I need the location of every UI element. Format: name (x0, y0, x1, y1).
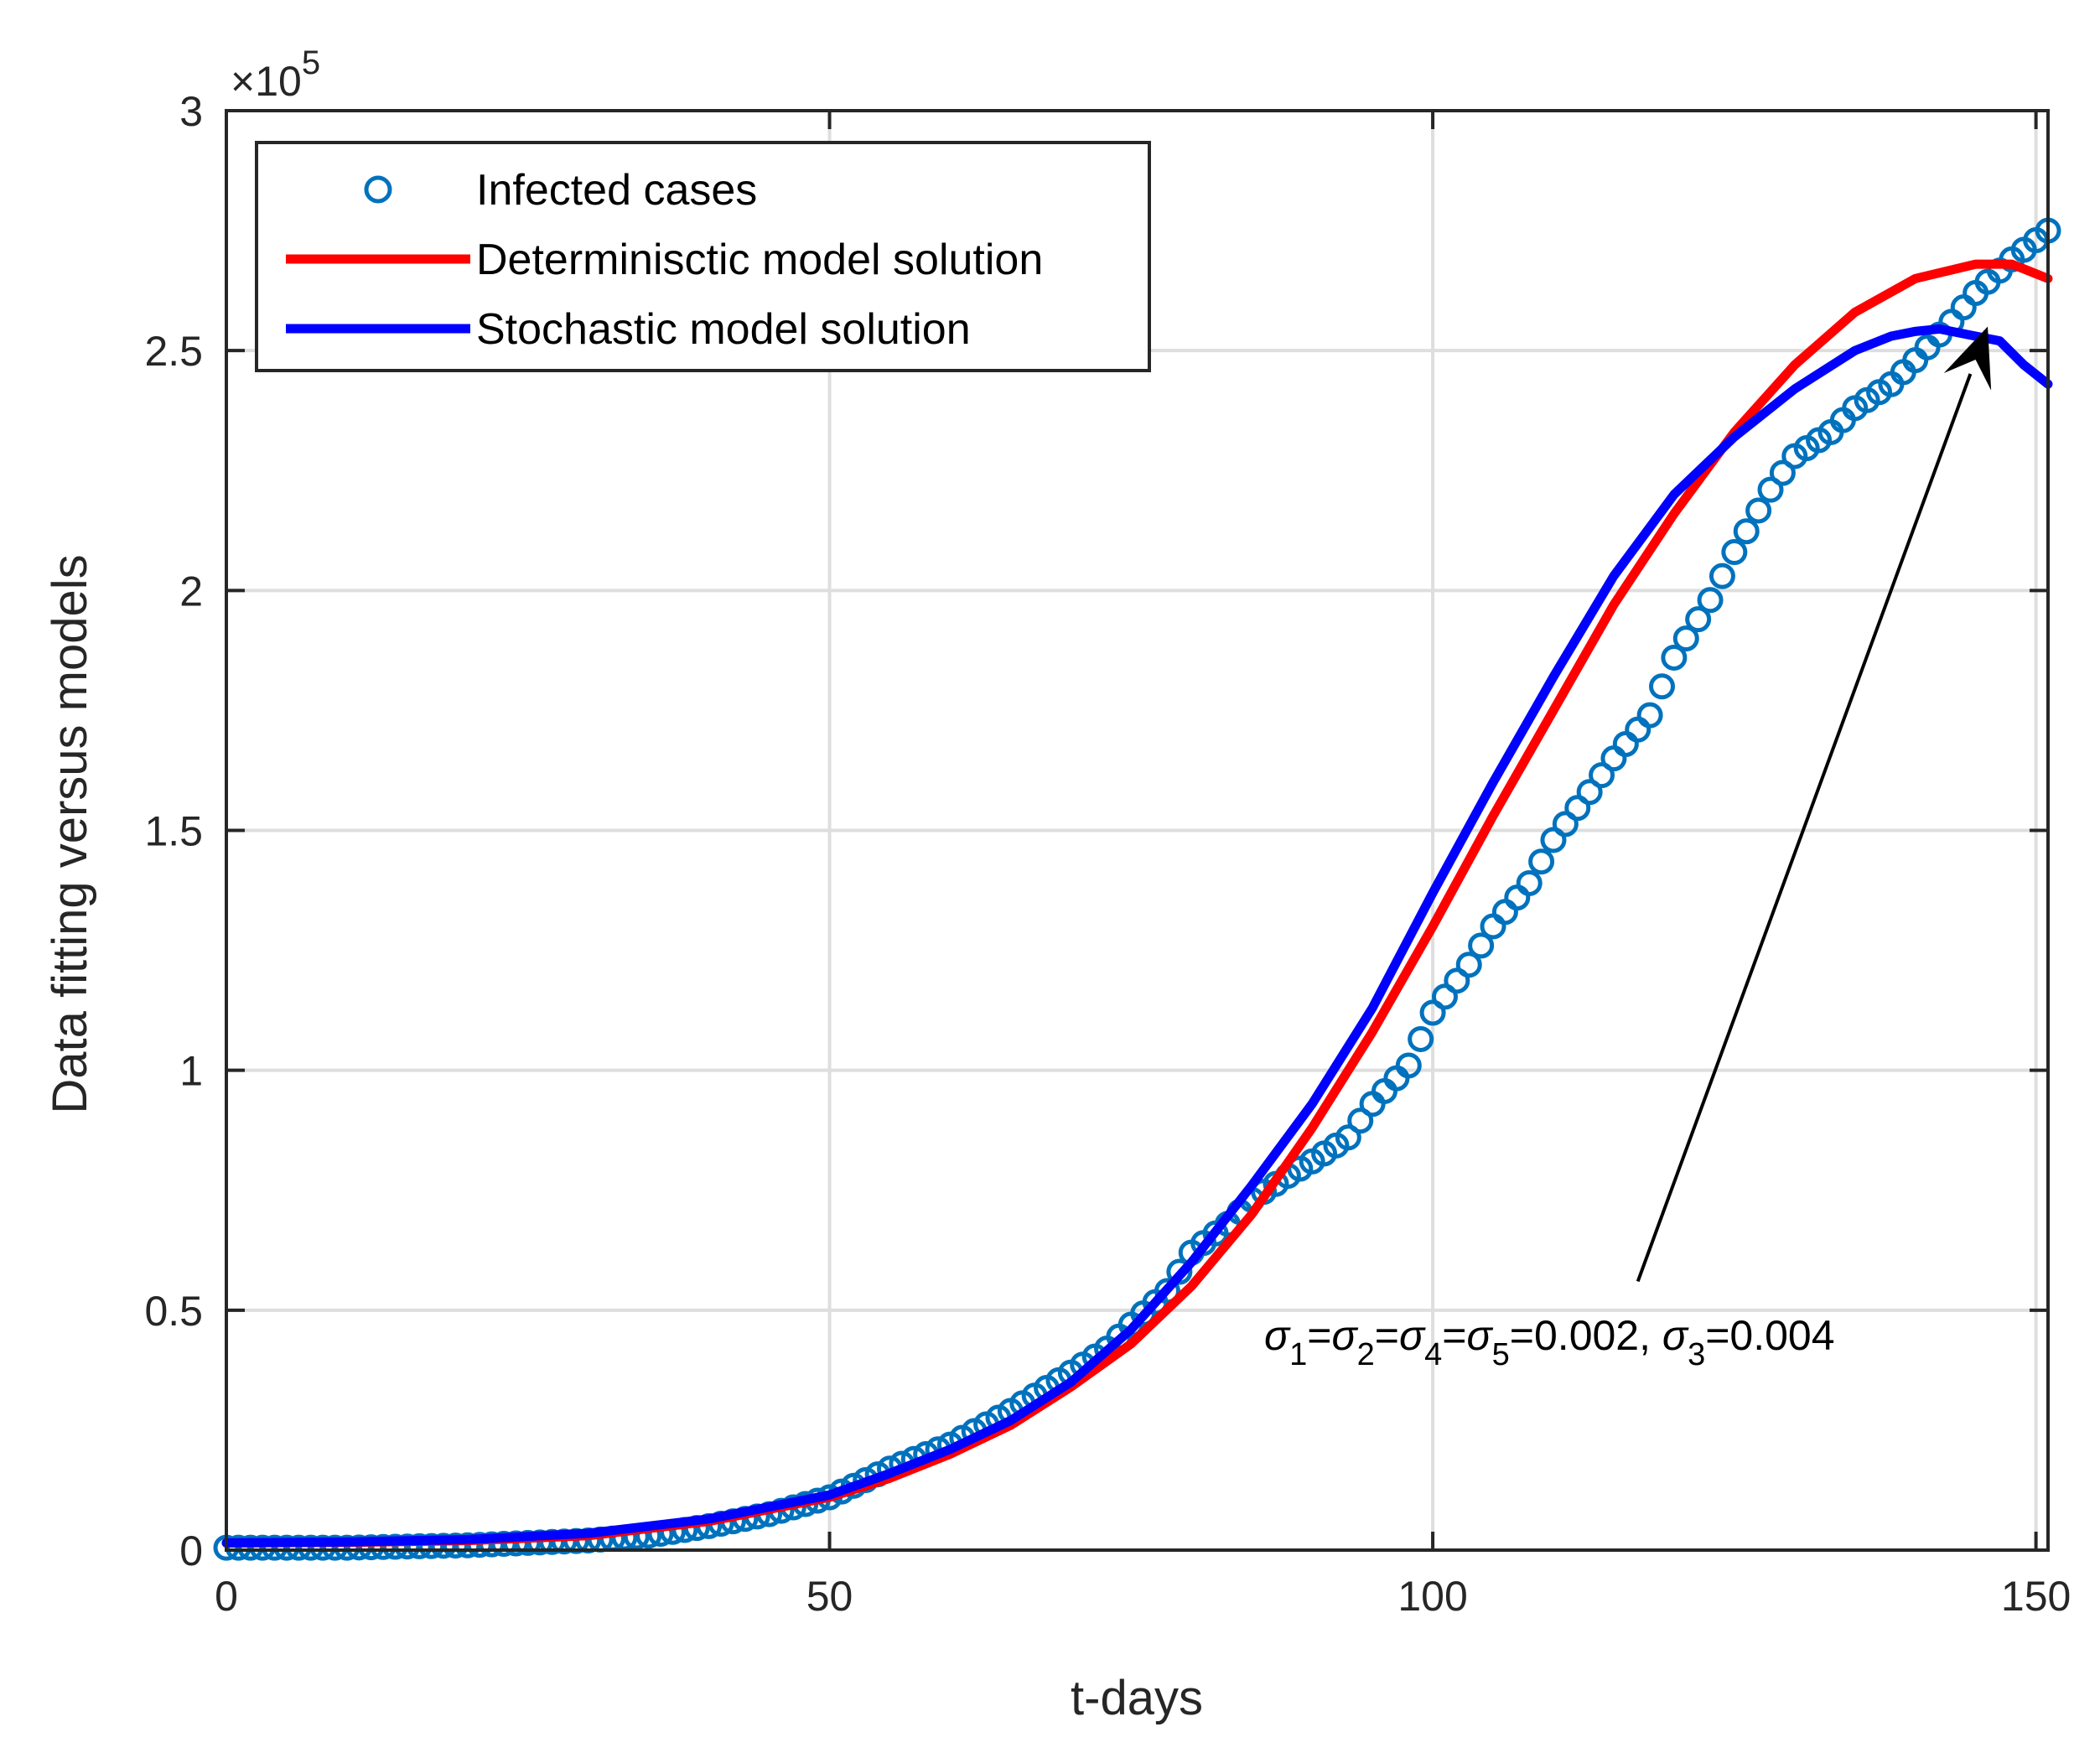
y-tick-label: 0 (179, 1527, 203, 1574)
annotation-value: = (1442, 1312, 1466, 1359)
y-axis-exponent: ×105 (231, 44, 320, 105)
data-point-marker (1444, 967, 1470, 994)
data-point-marker (273, 1534, 300, 1561)
data-point-marker (1697, 587, 1724, 614)
y-tick-label: 1 (179, 1048, 203, 1095)
data-point-marker (1347, 1107, 1374, 1134)
annotation-subscript: 1 (1289, 1337, 1307, 1372)
x-axis-title: t-days (1071, 1671, 1203, 1725)
data-point-marker (345, 1534, 372, 1561)
x-tick-label: 50 (806, 1573, 853, 1620)
data-point-marker (442, 1533, 469, 1559)
annotation-arrow-shaft (1636, 373, 1973, 1283)
data-point-marker (1408, 1025, 1434, 1052)
legend-label: Stochastic model solution (476, 305, 971, 354)
data-point-marker (1672, 625, 1699, 652)
y-tick-label: 2 (179, 568, 203, 615)
data-point-marker (1166, 1258, 1193, 1285)
data-point-marker (1709, 563, 1735, 589)
annotation-subscript: 5 (1492, 1337, 1510, 1372)
data-point-marker (1576, 779, 1603, 806)
data-point-marker (394, 1533, 421, 1560)
legend-item: Infected cases (364, 166, 757, 215)
annotation-value: = (1375, 1312, 1399, 1359)
x-tick-label: 0 (215, 1573, 238, 1620)
data-point-marker (298, 1534, 324, 1561)
legend-label: Infected cases (476, 166, 757, 215)
data-point-marker (1154, 1278, 1180, 1304)
data-point-marker (1468, 932, 1495, 959)
data-point-marker (1648, 673, 1675, 700)
y-tick-label: 0.5 (144, 1288, 203, 1335)
y-axis-title: Data fitting versus models (43, 554, 97, 1113)
data-point-marker (1528, 848, 1555, 875)
series-line (221, 324, 2053, 1548)
data-point-marker (381, 1533, 408, 1560)
data-point-marker (1589, 762, 1615, 789)
annotation-sigma: σ (1332, 1312, 1359, 1359)
data-point-marker (370, 1533, 397, 1560)
data-point-marker (1757, 476, 1784, 503)
annotation-subscript: 3 (1688, 1337, 1705, 1372)
data-point-marker (334, 1534, 360, 1561)
legend-marker-icon (364, 175, 392, 204)
data-point-marker (418, 1533, 445, 1559)
annotation-sigma: σ (1264, 1312, 1291, 1359)
annotation-value: =0.004 (1705, 1312, 1834, 1359)
data-point-marker (309, 1534, 336, 1561)
x-tick-label: 100 (1397, 1573, 1467, 1620)
data-point-marker (1636, 702, 1663, 729)
data-point-marker (1395, 1052, 1422, 1079)
legend: Infected cases Determinisctic model solut… (255, 141, 1151, 372)
annotation-text: σ1=σ2=σ4=σ5=0.002, σ3=0.004 (1264, 1312, 1835, 1372)
y-axis-exponent-power: 5 (302, 44, 320, 81)
y-tick-label: 1.5 (144, 808, 203, 855)
annotation-layer: σ1=σ2=σ4=σ5=0.002, σ3=0.004 (1264, 326, 1992, 1372)
data-point-marker (1552, 811, 1579, 838)
data-point-marker (1419, 999, 1446, 1026)
data-point-marker (1564, 795, 1591, 822)
data-point-marker (1455, 952, 1482, 978)
annotation-sigma: σ (1399, 1312, 1426, 1359)
data-point-marker (262, 1534, 288, 1561)
data-point-marker (285, 1534, 312, 1561)
series-layer (213, 217, 2061, 1561)
y-tick-label: 2.5 (144, 328, 203, 375)
data-point-marker (1769, 459, 1796, 486)
data-point-marker (1733, 518, 1760, 545)
annotation-sigma: σ (1662, 1312, 1689, 1359)
legend-item: Determinisctic model solution (286, 236, 1043, 284)
data-point-marker (249, 1534, 276, 1561)
annotation-subscript: 2 (1357, 1337, 1375, 1372)
x-tick-label: 150 (2001, 1573, 2071, 1620)
annotation-value: =0.002, (1510, 1312, 1662, 1359)
data-point-marker (1745, 497, 1772, 524)
annotation-sigma: σ (1467, 1312, 1494, 1359)
data-point-marker (322, 1534, 349, 1561)
legend-label: Determinisctic model solution (476, 236, 1043, 284)
data-point-marker (358, 1534, 385, 1561)
annotation-subscript: 4 (1424, 1337, 1442, 1372)
data-point-marker (406, 1533, 433, 1559)
data-point-marker (1721, 539, 1748, 566)
y-tick-label: 3 (179, 88, 203, 135)
data-point-marker (430, 1533, 457, 1559)
y-axis-exponent-base: ×10 (231, 58, 302, 105)
data-point-marker (1516, 869, 1543, 896)
legend-item: Stochastic model solution (286, 305, 971, 354)
data-point-marker (1685, 606, 1712, 633)
data-point-marker (1335, 1124, 1361, 1151)
data-point-marker (1540, 827, 1567, 853)
series-stochastic-model-solution (221, 324, 2053, 1548)
data-point-marker (1661, 644, 1688, 671)
data-point-marker (237, 1534, 264, 1561)
data-point-marker (1431, 983, 1458, 1010)
annotation-arrow-head (1943, 326, 1992, 391)
annotation-value: = (1307, 1312, 1331, 1359)
